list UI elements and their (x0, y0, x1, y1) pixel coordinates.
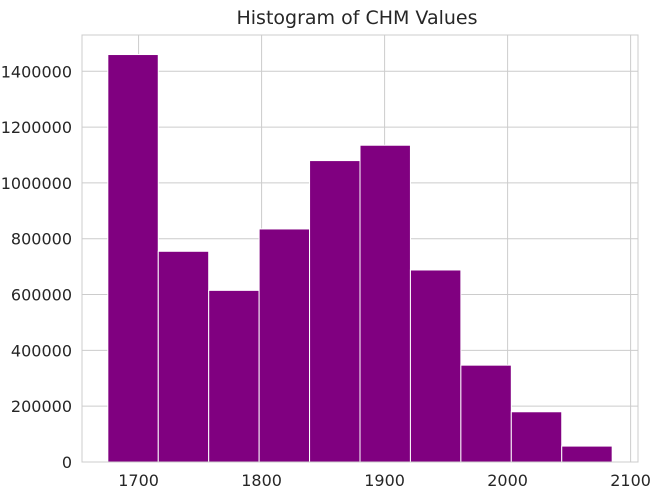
y-tick-label: 1400000 (1, 62, 72, 81)
plot-frame (81, 34, 639, 463)
chart-title: Histogram of CHM Values (236, 7, 477, 29)
x-tick-label: 2000 (487, 471, 528, 490)
y-tick-label: 1000000 (1, 174, 72, 193)
y-tick-label: 200000 (11, 397, 72, 416)
axes: 1700 1800 1900 2000 2100 0 200000 400000 600000 8… (1, 34, 651, 490)
histogram-bar (409, 269, 462, 463)
histogram-bar (208, 289, 260, 463)
histogram-bar (561, 445, 613, 463)
histogram-bar (460, 364, 512, 463)
histogram-bar (510, 411, 563, 463)
y-tick-label: 0 (62, 453, 72, 472)
y-tick-label: 400000 (11, 341, 72, 360)
histogram-bar (258, 228, 311, 463)
x-tick-label: 1900 (364, 471, 405, 490)
histogram-bar (309, 160, 361, 463)
y-tick-label: 600000 (11, 286, 72, 305)
x-tick-label: 1700 (118, 471, 159, 490)
histogram-bars (107, 54, 613, 463)
x-tick-label: 2100 (610, 471, 651, 490)
histogram-bar (359, 144, 411, 463)
y-tick-label: 800000 (11, 230, 72, 249)
x-tick-label: 1800 (241, 471, 282, 490)
histogram-bar (157, 250, 210, 463)
histogram-bar (107, 54, 159, 463)
y-tick-label: 1200000 (1, 118, 72, 137)
